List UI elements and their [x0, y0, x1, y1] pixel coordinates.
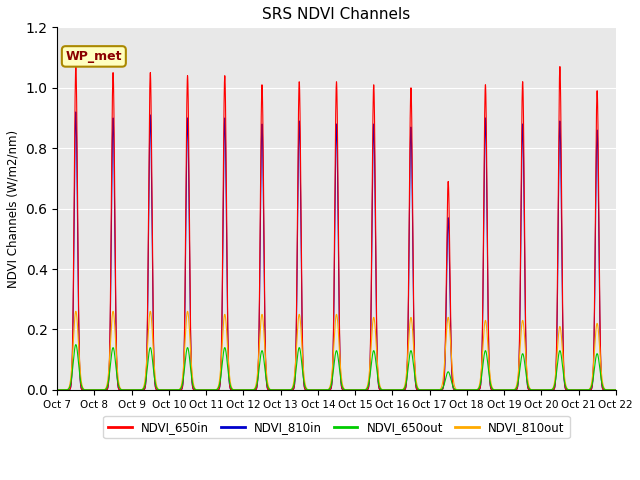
NDVI_650out [612, 387, 620, 393]
NDVI_650in [414, 387, 422, 393]
Legend: NDVI_650in, NDVI_810in, NDVI_650out, NDVI_810out: NDVI_650in, NDVI_810in, NDVI_650out, NDV… [104, 416, 570, 438]
NDVI_810out [173, 387, 180, 393]
NDVI_810out [610, 387, 618, 393]
NDVI_650in [72, 64, 80, 70]
NDVI_650in [493, 387, 500, 393]
NDVI_810out [262, 368, 270, 374]
NDVI_810out [53, 387, 61, 393]
NDVI_810in [493, 387, 500, 393]
Line: NDVI_810in: NDVI_810in [57, 112, 616, 390]
Title: SRS NDVI Channels: SRS NDVI Channels [262, 7, 411, 22]
NDVI_650out [414, 385, 422, 391]
NDVI_810in [610, 387, 618, 393]
NDVI_810out [72, 309, 80, 314]
NDVI_810in [414, 387, 422, 393]
NDVI_650in [167, 387, 175, 393]
NDVI_650out [53, 387, 61, 393]
NDVI_810out [612, 387, 620, 393]
NDVI_650out [167, 387, 175, 393]
Y-axis label: NDVI Channels (W/m2/nm): NDVI Channels (W/m2/nm) [7, 130, 20, 288]
NDVI_650in [612, 387, 620, 393]
NDVI_650out [262, 377, 270, 383]
NDVI_810out [493, 387, 500, 393]
NDVI_810in [612, 387, 620, 393]
NDVI_810in [72, 109, 80, 115]
Line: NDVI_650out: NDVI_650out [57, 345, 616, 390]
NDVI_810in [167, 387, 175, 393]
NDVI_650in [262, 376, 270, 382]
NDVI_650out [610, 387, 618, 393]
Line: NDVI_810out: NDVI_810out [57, 312, 616, 390]
Text: WP_met: WP_met [66, 50, 122, 63]
NDVI_650in [53, 387, 61, 393]
Line: NDVI_650in: NDVI_650in [57, 67, 616, 390]
NDVI_650out [173, 387, 180, 393]
NDVI_810in [173, 387, 180, 393]
NDVI_810in [53, 387, 61, 393]
NDVI_810out [167, 387, 175, 393]
NDVI_650in [610, 387, 618, 393]
NDVI_650out [493, 387, 500, 393]
NDVI_810out [414, 384, 422, 390]
NDVI_650in [173, 387, 180, 393]
NDVI_810in [262, 378, 270, 384]
NDVI_650out [72, 342, 80, 348]
